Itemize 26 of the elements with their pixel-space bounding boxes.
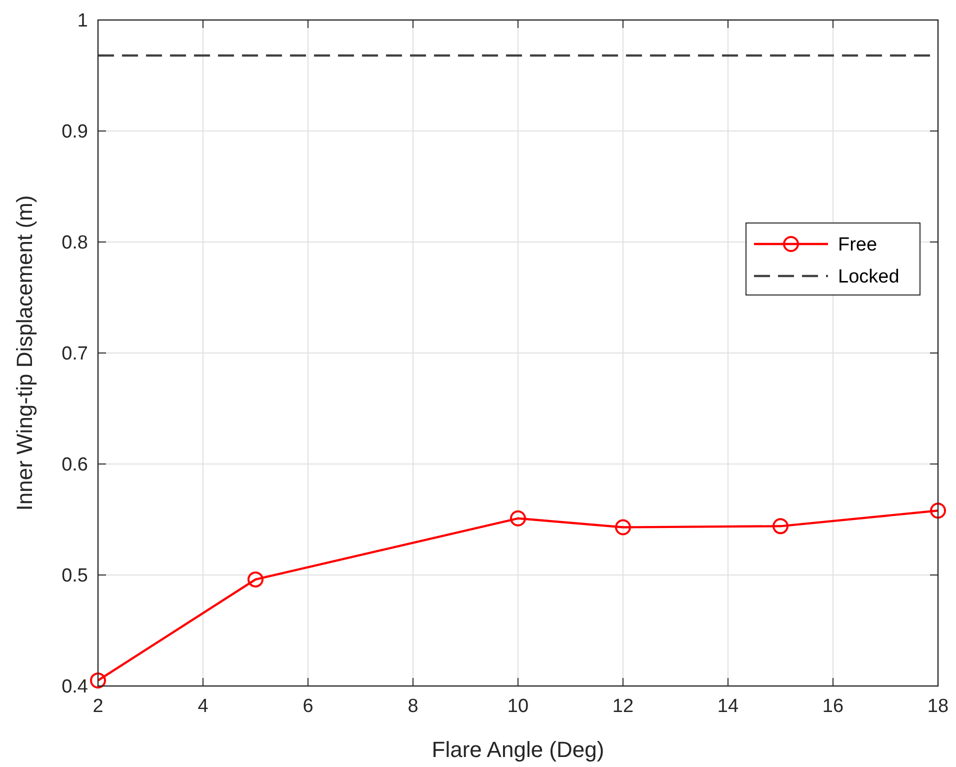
- y-axis-title: Inner Wing-tip Displacement (m): [12, 195, 37, 511]
- y-tick-label: 0.6: [62, 454, 88, 476]
- x-tick-label: 4: [198, 696, 209, 717]
- point: [248, 571, 264, 588]
- y-tick-label: 0.7: [62, 344, 88, 365]
- point: [510, 510, 526, 526]
- x-axis-title: Flare Angle (Deg): [432, 737, 604, 762]
- y-tick-label: 0.5: [62, 566, 88, 587]
- x-tick-label: 6: [302, 696, 314, 717]
- point: [930, 502, 946, 519]
- y-tick-label: 0.8: [62, 232, 88, 254]
- point: [772, 518, 788, 534]
- point: [615, 519, 631, 536]
- x-tick-label: 12: [612, 696, 634, 717]
- x-tick-label: 10: [507, 696, 529, 717]
- y-tick-label: 0.4: [62, 676, 88, 698]
- y-tick-label: 0.9: [62, 122, 88, 143]
- y-tick-label: 1: [77, 10, 88, 32]
- point: [90, 672, 106, 688]
- x-tick-label: 8: [408, 696, 418, 717]
- x-tick-label: 18: [927, 696, 949, 717]
- x-tick-label: 2: [92, 696, 104, 717]
- x-tick-label: 16: [822, 696, 844, 717]
- x-tick-label: 14: [717, 696, 739, 717]
- legend-label: Free: [838, 234, 878, 256]
- legend-label: Locked: [838, 266, 900, 288]
